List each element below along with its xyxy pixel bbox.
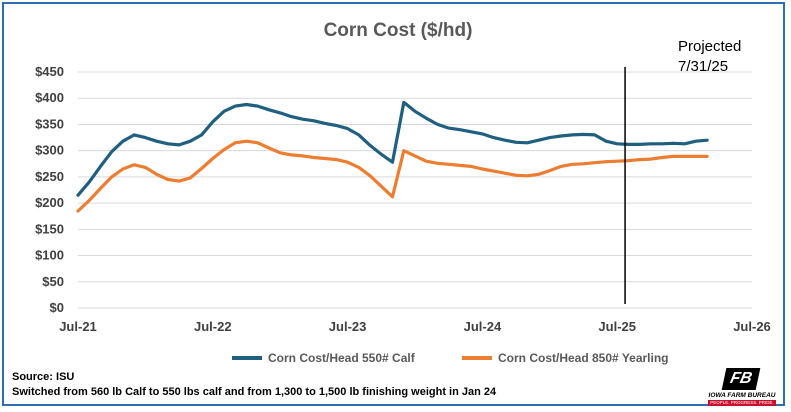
x-tick-label: Jul-24 xyxy=(464,319,502,334)
y-tick-label: $350 xyxy=(35,116,64,131)
x-tick-label: Jul-23 xyxy=(329,319,367,334)
legend: Corn Cost/Head 550# Calf Corn Cost/Head … xyxy=(232,351,669,365)
x-tick-label: Jul-21 xyxy=(59,319,97,334)
legend-label-calf: Corn Cost/Head 550# Calf xyxy=(268,351,416,365)
methodology-note: Switched from 560 lb Calf to 550 lbs cal… xyxy=(12,386,497,398)
logo-tagline: PEOPLE. PROGRESS. PRIDE. xyxy=(708,400,776,406)
chart-frame xyxy=(2,2,785,406)
projection-label-line-2: 7/31/25 xyxy=(678,58,728,75)
y-tick-label: $450 xyxy=(35,64,64,79)
series-line-yearling xyxy=(76,139,709,213)
x-tick-label: Jul-25 xyxy=(598,319,636,334)
y-tick-label: $400 xyxy=(35,90,64,105)
gridlines xyxy=(78,71,752,309)
x-tick-label: Jul-26 xyxy=(733,319,771,334)
y-tick-label: $250 xyxy=(35,169,64,184)
y-tick-label: $50 xyxy=(42,274,64,289)
logo-name: IOWA FARM BUREAU xyxy=(708,392,776,399)
y-tick-label: $150 xyxy=(35,221,64,236)
y-tick-label: $0 xyxy=(50,300,64,315)
series-lines xyxy=(76,100,709,213)
projection-label-line-1: Projected xyxy=(678,38,741,55)
legend-label-yearling: Corn Cost/Head 850# Yearling xyxy=(498,351,669,365)
chart-title: Corn Cost ($/hd) xyxy=(324,20,473,41)
x-axis-ticks: Jul-21 Jul-22 Jul-23 Jul-24 Jul-25 Jul-26 xyxy=(59,319,771,334)
y-tick-label: $100 xyxy=(35,248,64,263)
iowa-farm-bureau-logo: FB IOWA FARM BUREAU PEOPLE. PROGRESS. PR… xyxy=(704,368,780,406)
fb-logo-icon: FB xyxy=(721,368,761,390)
source-note: Source: ISU xyxy=(12,371,75,383)
y-axis-ticks: $0 $50 $100 $150 $200 $250 $300 $350 $400 $450 xyxy=(35,64,64,315)
series-line-calf xyxy=(76,100,709,197)
x-tick-label: Jul-22 xyxy=(194,319,232,334)
y-tick-label: $200 xyxy=(35,195,64,210)
y-tick-label: $300 xyxy=(35,143,64,158)
